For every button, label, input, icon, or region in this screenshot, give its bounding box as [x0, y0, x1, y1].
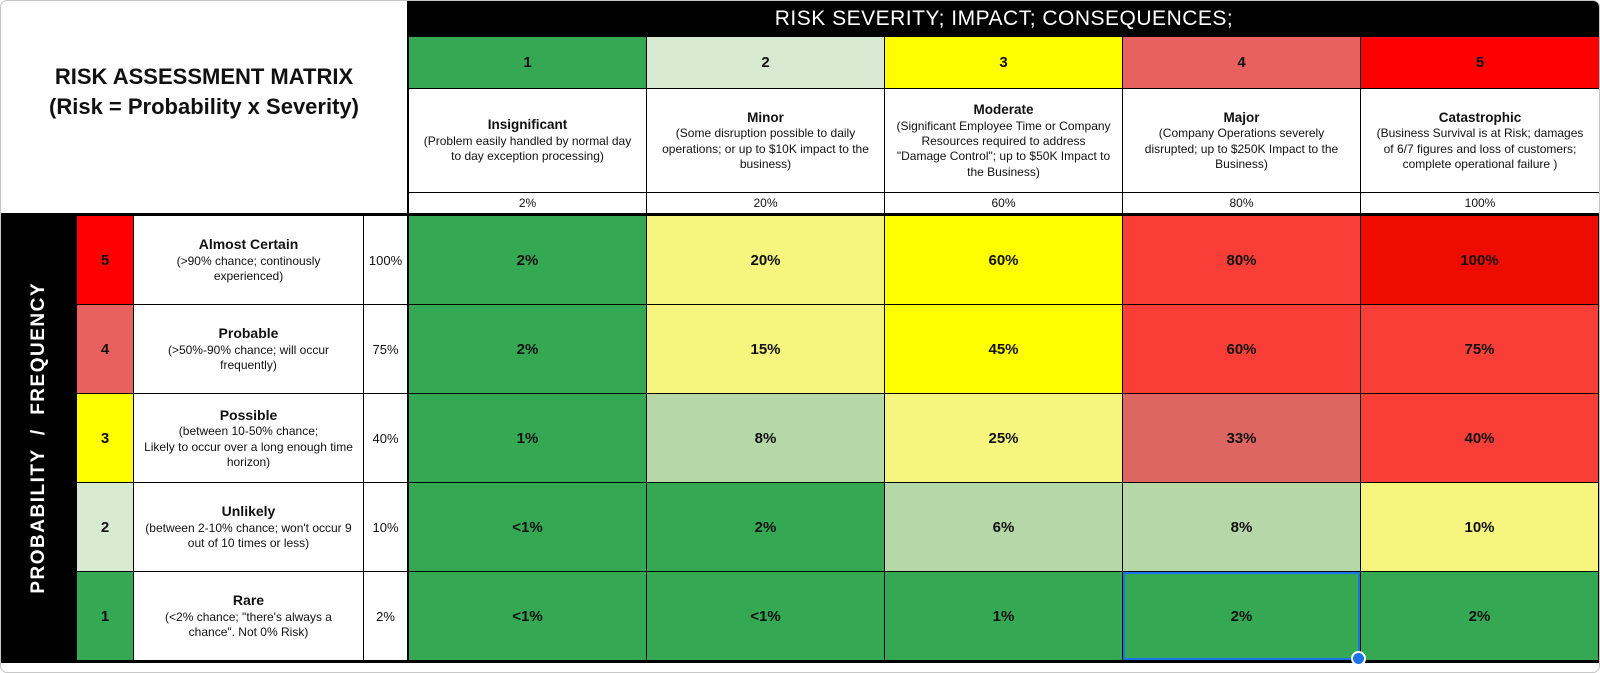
- matrix-cell[interactable]: 8%: [1123, 483, 1361, 572]
- severity-level-cell[interactable]: 4: [1123, 37, 1361, 89]
- matrix-cell[interactable]: 8%: [647, 394, 885, 483]
- severity-percent-cell[interactable]: 20%: [647, 193, 885, 213]
- severity-percent-cell[interactable]: 80%: [1123, 193, 1361, 213]
- probability-level-cell[interactable]: 2: [77, 483, 134, 572]
- severity-level-cell[interactable]: 5: [1361, 37, 1599, 89]
- probability-level-cell[interactable]: 5: [77, 216, 134, 305]
- matrix-cell[interactable]: 2%: [647, 483, 885, 572]
- matrix-cell[interactable]: 2%: [409, 305, 647, 394]
- title-cell[interactable]: RISK ASSESSMENT MATRIX (Risk = Probabili…: [1, 1, 409, 213]
- severity-desc: (Business Survival is at Risk; damages o…: [1376, 126, 1584, 171]
- probability-desc-cell[interactable]: Possible (between 10-50% chance; Likely …: [134, 394, 364, 483]
- probability-level-cell[interactable]: 1: [77, 572, 134, 661]
- matrix-cell[interactable]: 45%: [885, 305, 1123, 394]
- matrix-cell[interactable]: <1%: [647, 572, 885, 661]
- severity-desc-row: Insignificant (Problem easily handled by…: [409, 89, 1599, 193]
- severity-name: Major: [1223, 109, 1260, 125]
- matrix-cell[interactable]: 2%: [409, 216, 647, 305]
- probability-desc: (>50%-90% chance; will occur frequently): [167, 343, 330, 373]
- matrix-cell[interactable]: 40%: [1361, 394, 1599, 483]
- severity-desc: (Significant Employee Time or Company Re…: [896, 118, 1111, 179]
- matrix-cell[interactable]: 6%: [885, 483, 1123, 572]
- matrix-cell[interactable]: 60%: [1123, 305, 1361, 394]
- severity-percent-row: 2% 20% 60% 80% 100%: [409, 193, 1599, 213]
- matrix-cell[interactable]: 100%: [1361, 216, 1599, 305]
- severity-name: Minor: [747, 109, 784, 125]
- matrix-cell[interactable]: 1%: [885, 572, 1123, 661]
- severity-header-cell[interactable]: RISK SEVERITY; IMPACT; CONSEQUENCES;: [409, 1, 1599, 37]
- probability-desc: (<2% chance; "there's always a chance". …: [165, 610, 332, 640]
- probability-name: Rare: [232, 592, 265, 609]
- severity-desc: (Company Operations severely disrupted; …: [1144, 126, 1339, 171]
- probability-name: Almost Certain: [198, 236, 299, 253]
- matrix-cell[interactable]: 1%: [409, 394, 647, 483]
- matrix-cell[interactable]: 80%: [1123, 216, 1361, 305]
- matrix-cell[interactable]: <1%: [409, 483, 647, 572]
- probability-desc: (between 2-10% chance; won't occur 9 out…: [145, 521, 352, 551]
- severity-desc-cell[interactable]: Minor (Some disruption possible to daily…: [647, 89, 885, 193]
- severity-name: Insignificant: [487, 117, 568, 133]
- title-line-1: RISK ASSESSMENT MATRIX: [54, 64, 354, 90]
- severity-name: Moderate: [973, 102, 1034, 117]
- severity-desc-cell[interactable]: Catastrophic (Business Survival is at Ri…: [1361, 89, 1599, 193]
- severity-percent-cell[interactable]: 60%: [885, 193, 1123, 213]
- probability-level-cell[interactable]: 4: [77, 305, 134, 394]
- severity-percent-cell[interactable]: 2%: [409, 193, 647, 213]
- probability-percent-cell[interactable]: 2%: [364, 572, 409, 661]
- probability-percent-cell[interactable]: 10%: [364, 483, 409, 572]
- matrix-cell[interactable]: <1%: [409, 572, 647, 661]
- probability-header-label: PROBABILITY / FREQUENCY: [28, 282, 49, 594]
- matrix-cell-selected[interactable]: 2%: [1123, 572, 1366, 666]
- matrix-cell[interactable]: 60%: [885, 216, 1123, 305]
- matrix-cell[interactable]: 75%: [1361, 305, 1599, 394]
- matrix-cell[interactable]: 15%: [647, 305, 885, 394]
- probability-percent-cell[interactable]: 40%: [364, 394, 409, 483]
- severity-desc-cell[interactable]: Moderate (Significant Employee Time or C…: [885, 89, 1123, 193]
- probability-desc: (between 10-50% chance; Likely to occur …: [144, 424, 353, 470]
- severity-desc-cell[interactable]: Major (Company Operations severely disru…: [1123, 89, 1361, 193]
- matrix-cell[interactable]: 25%: [885, 394, 1123, 483]
- probability-name: Possible: [219, 406, 278, 423]
- probability-header-cell[interactable]: PROBABILITY / FREQUENCY: [1, 216, 77, 661]
- matrix-cell[interactable]: 20%: [647, 216, 885, 305]
- severity-desc-cell[interactable]: Insignificant (Problem easily handled by…: [409, 89, 647, 193]
- header-section: RISK ASSESSMENT MATRIX (Risk = Probabili…: [1, 1, 1599, 216]
- severity-level-cell[interactable]: 1: [409, 37, 647, 89]
- severity-desc: (Some disruption possible to daily opera…: [662, 126, 869, 171]
- matrix-cell[interactable]: 2%: [1361, 572, 1599, 661]
- severity-desc: (Problem easily handled by normal day to…: [423, 133, 632, 164]
- matrix-cell[interactable]: 33%: [1123, 394, 1361, 483]
- severity-percent-cell[interactable]: 100%: [1361, 193, 1599, 213]
- severity-header-block: RISK SEVERITY; IMPACT; CONSEQUENCES; 1 2…: [409, 1, 1599, 213]
- probability-desc-cell[interactable]: Almost Certain (>90% chance; continously…: [134, 216, 364, 305]
- severity-level-cell[interactable]: 2: [647, 37, 885, 89]
- severity-level-cell[interactable]: 3: [885, 37, 1123, 89]
- matrix-cell[interactable]: 10%: [1361, 483, 1599, 572]
- probability-desc-cell[interactable]: Unlikely (between 2-10% chance; won't oc…: [134, 483, 364, 572]
- probability-percent-cell[interactable]: 100%: [364, 216, 409, 305]
- probability-desc-cell[interactable]: Rare (<2% chance; "there's always a chan…: [134, 572, 364, 661]
- title-line-2: (Risk = Probability x Severity): [49, 94, 359, 119]
- probability-desc-cell[interactable]: Probable (>50%-90% chance; will occur fr…: [134, 305, 364, 394]
- probability-name: Unlikely: [221, 503, 276, 520]
- probability-level-cell[interactable]: 3: [77, 394, 134, 483]
- severity-name: Catastrophic: [1438, 109, 1522, 125]
- probability-name: Probable: [218, 325, 279, 342]
- probability-desc: (>90% chance; continously experienced): [176, 254, 321, 284]
- probability-percent-cell[interactable]: 75%: [364, 305, 409, 394]
- matrix-section: PROBABILITY / FREQUENCY 5 Almost Certain…: [1, 216, 1599, 666]
- severity-level-row: 1 2 3 4 5: [409, 37, 1599, 89]
